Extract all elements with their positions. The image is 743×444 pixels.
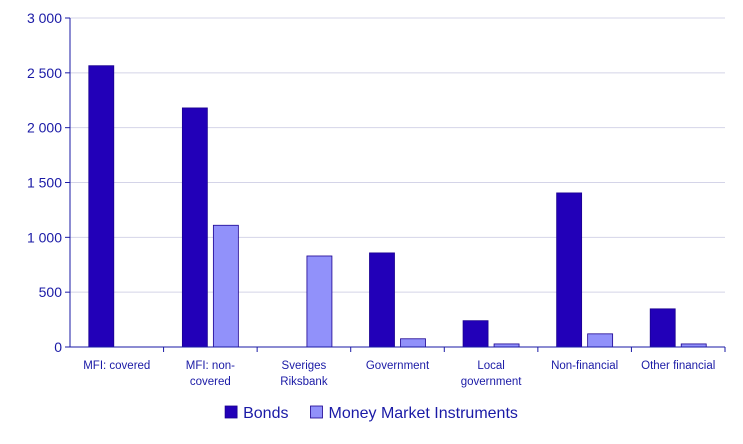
y-tick-label: 500 (39, 284, 63, 300)
gridlines (70, 17, 725, 293)
x-tick-label: government (461, 376, 523, 388)
x-tick-label: Government (366, 360, 430, 372)
bar-bonds (556, 192, 583, 348)
bar-bonds (88, 65, 115, 348)
x-tick-label: Riksbank (280, 376, 328, 388)
y-tick-label: 1 500 (27, 175, 62, 191)
legend-swatch (224, 405, 238, 419)
x-tick-label: covered (190, 376, 231, 388)
bar-bonds (462, 320, 489, 348)
legend-label: Bonds (243, 405, 288, 422)
legend-label: Money Market Instruments (328, 405, 517, 422)
y-tick-label: 0 (54, 339, 62, 355)
axes (65, 17, 726, 352)
legend-swatch (310, 405, 323, 419)
bar-money-market-instruments (306, 255, 333, 348)
x-tick-label: MFI: covered (83, 360, 150, 372)
bar-money-market-instruments (212, 224, 239, 348)
y-tick-label: 2 000 (27, 120, 62, 136)
x-tick-label: Non-financial (551, 360, 618, 372)
x-tick-label: MFI: non- (186, 360, 235, 372)
x-tick-label: Other financial (641, 360, 715, 372)
x-tick-label: Sveriges (282, 360, 327, 372)
x-tick-label: Local (477, 360, 505, 372)
bar-money-market-instruments (400, 338, 426, 348)
x-tick-labels: MFI: covered MFI: non-covered Sveriges Riks… (83, 360, 715, 388)
bar-bonds (649, 308, 676, 348)
y-tick-label: 1 000 (27, 229, 62, 245)
bar-bonds (369, 252, 395, 348)
legend: Bonds Money Market Instruments (224, 405, 518, 422)
bar-money-market-instruments (587, 333, 614, 348)
y-tick-label: 2 500 (27, 65, 62, 81)
y-tick-label: 3 000 (27, 10, 62, 26)
y-tick-labels: 0 500 1 000 1 500 2 000 2 500 3 000 (27, 10, 62, 355)
bars (88, 65, 707, 348)
bar-bonds (181, 107, 208, 348)
